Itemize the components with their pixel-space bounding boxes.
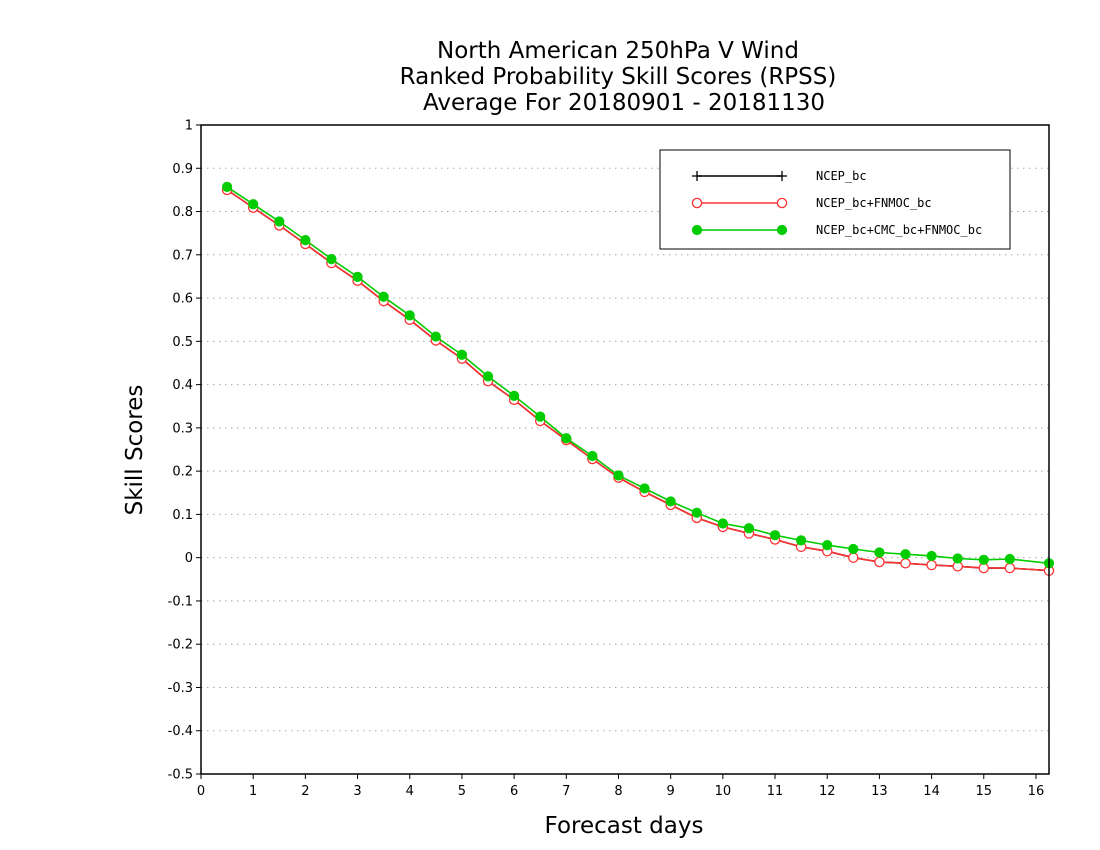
data-point (691, 197, 703, 209)
y-tick-label: 0 (185, 551, 193, 566)
chart-title-line-1: North American 250hPa V Wind (437, 38, 799, 64)
data-point (326, 254, 337, 265)
data-point (248, 199, 259, 210)
legend-item: NCEP_bc+FNMOC_bc (691, 196, 932, 210)
x-tick-label: 4 (406, 784, 414, 799)
data-point (952, 553, 963, 564)
data-point (776, 224, 788, 236)
data-point (378, 291, 389, 302)
data-point (717, 518, 728, 529)
x-tick-label: 16 (1028, 784, 1045, 799)
data-point (777, 171, 787, 181)
plot-frame (200, 124, 1050, 775)
x-tick-label: 10 (715, 784, 732, 799)
y-tick-label: 0.5 (172, 335, 193, 350)
data-point (587, 450, 598, 462)
data-point (430, 331, 441, 342)
x-axis-label: Forecast days (545, 813, 704, 839)
data-point (691, 224, 703, 236)
x-tick-label: 12 (819, 784, 836, 799)
data-point (769, 530, 781, 541)
legend-label: NCEP_bc+FNMOC_bc (816, 196, 932, 210)
series-2 (221, 181, 1055, 569)
data-point (900, 549, 911, 560)
data-point (692, 171, 702, 181)
data-point (665, 496, 676, 507)
legend-box (659, 149, 1011, 250)
y-tick-label: -0.1 (168, 594, 193, 609)
data-point (848, 543, 859, 555)
x-tick-label: 14 (923, 784, 940, 799)
x-axis-ticks: 0 1 2 3 4 5 6 7 8 9 10 11 12 13 14 15 16 (197, 774, 1044, 799)
x-tick-label: 15 (975, 784, 992, 799)
data-point (456, 349, 468, 360)
x-tick-label: 8 (614, 784, 622, 799)
y-tick-label: -0.2 (168, 638, 193, 653)
data-point (926, 550, 937, 562)
legend-item: NCEP_bc+CMC_bc+FNMOC_bc (691, 223, 982, 237)
legend-items: NCEP_bc NCEP_bc+FNMOC_bc NCEP_bc+CMC_bc+FN… (691, 169, 982, 237)
data-point (561, 433, 572, 444)
legend-label: NCEP_bc (816, 169, 867, 183)
y-tick-label: -0.4 (168, 724, 193, 739)
data-point (535, 411, 546, 422)
data-point (691, 507, 702, 518)
data-point (926, 559, 937, 571)
y-tick-label: 0.7 (172, 248, 193, 263)
data-point (404, 310, 415, 321)
chart-title-line-3: Average For 20180901 - 20181130 (423, 90, 825, 116)
x-tick-label: 13 (871, 784, 888, 799)
legend-label: NCEP_bc+CMC_bc+FNMOC_bc (816, 223, 982, 237)
data-point (300, 234, 311, 246)
x-tick-label: 6 (510, 784, 518, 799)
y-tick-label: 0.4 (172, 378, 193, 393)
series-layer (221, 181, 1055, 576)
data-point (874, 556, 885, 568)
data-point (900, 558, 911, 569)
y-tick-label: -0.5 (168, 768, 193, 783)
x-tick-label: 1 (249, 784, 257, 799)
y-tick-label: 0.1 (172, 508, 193, 523)
data-point (482, 371, 494, 382)
data-point (776, 197, 788, 209)
chart-title-line-2: Ranked Probability Skill Scores (RPSS) (400, 64, 837, 90)
data-point (743, 523, 755, 534)
x-tick-label: 7 (562, 784, 570, 799)
data-point (978, 554, 989, 565)
x-tick-label: 3 (353, 784, 361, 799)
data-point (848, 552, 859, 563)
data-point (874, 547, 885, 558)
y-tick-label: 0.8 (172, 205, 193, 220)
x-tick-label: 11 (767, 784, 784, 799)
data-point (613, 470, 624, 481)
data-point (509, 390, 520, 401)
data-point (639, 483, 650, 494)
legend: NCEP_bc NCEP_bc+FNMOC_bc NCEP_bc+CMC_bc+FN… (659, 149, 1011, 250)
data-point (796, 535, 807, 546)
y-tick-label: 0.6 (172, 292, 193, 307)
y-axis-ticks: 1 0.9 0.8 0.7 0.6 0.5 0.4 0.3 0.2 0.1 0 -0.1 -0.2 -0.… (168, 119, 201, 783)
x-tick-label: 9 (667, 784, 675, 799)
x-tick-label: 0 (197, 784, 205, 799)
x-tick-label: 2 (301, 784, 309, 799)
data-point (822, 540, 833, 551)
y-tick-label: 1 (185, 119, 193, 134)
legend-item: NCEP_bc (692, 169, 867, 183)
data-point (352, 271, 363, 282)
y-tick-label: 0.3 (172, 421, 193, 436)
data-point (1004, 553, 1015, 565)
data-point (274, 216, 285, 227)
x-tick-label: 5 (458, 784, 466, 799)
data-point (221, 181, 233, 192)
y-tick-label: 0.9 (172, 162, 193, 177)
data-point (1004, 562, 1016, 574)
y-tick-label: -0.3 (168, 681, 193, 696)
y-axis-label: Skill Scores (122, 385, 148, 516)
y-tick-label: 0.2 (172, 465, 193, 480)
